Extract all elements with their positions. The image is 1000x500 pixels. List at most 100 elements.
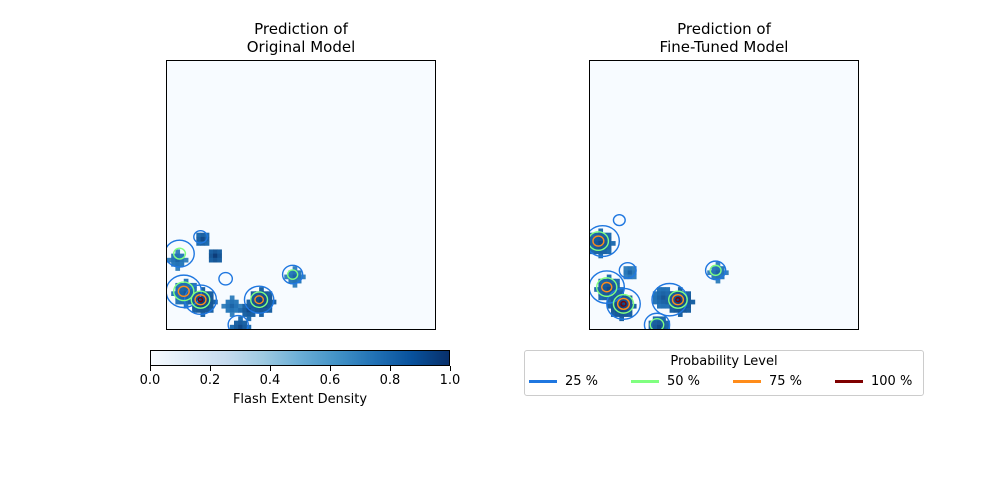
heatmap-cell xyxy=(192,295,197,301)
heatmap-cell xyxy=(267,303,273,309)
heatmap-cell xyxy=(631,266,637,271)
heatmap-cell xyxy=(204,308,210,313)
heatmap-cell xyxy=(229,303,235,309)
colorbar-tick xyxy=(269,366,271,371)
heatmap-cell xyxy=(610,312,616,317)
heatmap-cell xyxy=(594,236,599,242)
heatmap-cell xyxy=(677,312,683,317)
probability-contour-75 xyxy=(177,285,190,298)
heatmap-cell xyxy=(254,299,260,305)
probability-contour-25 xyxy=(704,260,727,281)
heatmap-cell xyxy=(665,320,671,326)
heatmap-cell xyxy=(610,282,616,288)
heatmap-cell xyxy=(254,303,260,309)
heatmap-cell xyxy=(686,299,691,305)
heatmap-cell xyxy=(225,308,231,313)
heatmap-cell xyxy=(213,299,218,305)
heatmap-cell xyxy=(175,282,181,288)
heatmap-cell xyxy=(623,308,629,313)
heatmap-cell xyxy=(598,241,604,246)
heatmap-cell xyxy=(652,320,658,326)
colorbar-tick-label: 0.0 xyxy=(139,373,161,388)
heatmap-cell xyxy=(615,295,620,301)
heatmap-cell xyxy=(175,257,181,263)
heatmap-cell xyxy=(623,274,629,280)
heatmap-cell xyxy=(724,270,729,276)
heatmap-cell xyxy=(665,295,671,301)
heatmap-cell xyxy=(238,308,243,313)
heatmap-cell xyxy=(234,299,239,305)
heatmap-cell xyxy=(196,291,201,296)
heatmap-cell xyxy=(192,308,197,313)
heatmap-cell xyxy=(682,308,687,313)
heatmap-cell xyxy=(631,274,637,280)
heatmap-cell xyxy=(200,299,206,305)
heatmap-cell xyxy=(229,299,235,305)
heatmap-cell xyxy=(263,291,268,296)
heatmap-cell xyxy=(208,291,214,296)
heatmap-cell xyxy=(259,299,264,305)
probability-contour-25 xyxy=(243,285,275,314)
heatmap-cell xyxy=(623,270,629,276)
probability-contour-25 xyxy=(590,224,621,258)
heatmap-cell xyxy=(225,299,231,305)
probability-contour-25 xyxy=(281,264,304,285)
legend-line-50 xyxy=(631,380,659,383)
heatmap-cell xyxy=(246,324,252,329)
probability-legend: Probability Level 25 % 50 % 75 % 100 % xyxy=(524,350,924,396)
heatmap-cell xyxy=(187,287,193,292)
heatmap-cell xyxy=(590,245,595,250)
probability-contour-50 xyxy=(172,247,187,260)
heatmap-cell xyxy=(711,270,717,276)
heatmap-cell xyxy=(200,287,206,292)
heatmap-cell xyxy=(606,282,612,288)
heatmap-cell xyxy=(204,295,210,301)
heatmap-cell xyxy=(661,316,666,322)
legend-item-75: 75 % xyxy=(733,374,802,389)
heatmap-cell xyxy=(657,303,662,309)
heatmap-cell xyxy=(187,291,193,296)
heatmap-cell xyxy=(677,303,683,309)
heatmap-cell xyxy=(598,245,604,250)
heatmap-cell xyxy=(657,291,662,296)
heatmap-cell xyxy=(175,249,181,255)
heatmap-cell xyxy=(175,253,181,259)
heatmap-cell xyxy=(673,303,679,309)
legend-line-25 xyxy=(529,380,557,383)
heatmap-cell xyxy=(238,303,243,309)
heatmap-cell xyxy=(619,308,624,313)
probability-contour-100 xyxy=(620,300,627,307)
heatmap-cell xyxy=(606,232,612,238)
heatmap-cell xyxy=(204,241,210,246)
heatmap-cell xyxy=(652,291,658,296)
heatmap-cell xyxy=(242,320,248,326)
probability-contour-25 xyxy=(193,230,208,244)
probability-contour-50 xyxy=(595,277,618,298)
heatmap-cell xyxy=(246,303,252,309)
probability-contour-50 xyxy=(172,281,195,302)
heatmap-cell xyxy=(242,303,248,309)
heatmap-cell xyxy=(590,232,595,238)
heatmap-cell xyxy=(250,299,256,305)
probability-contour-50 xyxy=(612,293,635,314)
heatmap-cell xyxy=(665,287,671,292)
heatmap-cell xyxy=(623,312,629,317)
heatmap-cell xyxy=(208,253,214,259)
heatmap-cell xyxy=(234,320,239,326)
panel-title-finetuned: Prediction of Fine-Tuned Model xyxy=(589,20,859,56)
probability-contour-100 xyxy=(197,297,204,303)
heatmap-cell xyxy=(715,278,721,284)
heatmap-cell xyxy=(217,253,222,259)
heatmap-cell xyxy=(284,274,289,280)
heatmap-cell xyxy=(615,282,620,288)
colorbar-tick-label: 0.4 xyxy=(259,373,281,388)
heatmap-cell xyxy=(606,303,612,309)
heatmap-cell xyxy=(606,287,612,292)
heatmap-cell xyxy=(610,278,616,284)
legend-title: Probability Level xyxy=(670,354,778,369)
heatmap-cell xyxy=(615,308,620,313)
heatmap-cell xyxy=(610,295,616,301)
heatmap-cell xyxy=(238,324,243,329)
heatmap-cell xyxy=(615,291,620,296)
heatmap-cell xyxy=(242,308,248,313)
